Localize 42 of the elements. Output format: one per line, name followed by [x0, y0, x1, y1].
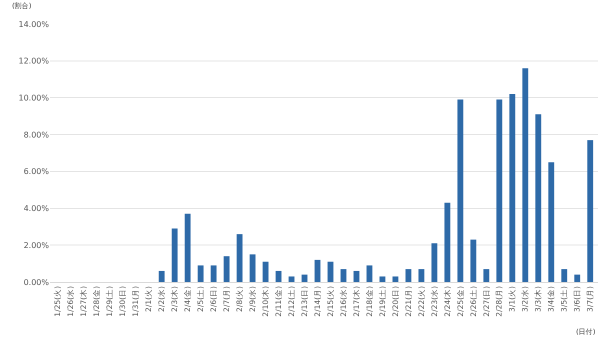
bar	[431, 243, 438, 282]
y-tick-label: 2.00%	[24, 240, 50, 250]
bar	[444, 202, 450, 282]
bar	[392, 276, 398, 282]
bar	[380, 276, 386, 282]
y-tick-label: 6.00%	[24, 167, 50, 176]
bar	[483, 269, 490, 282]
bar	[184, 214, 191, 282]
bar	[302, 274, 308, 282]
y-tick-label: 12.00%	[18, 56, 50, 66]
bar	[548, 162, 554, 282]
bar	[366, 265, 372, 282]
bar	[405, 269, 412, 282]
bar	[587, 140, 594, 282]
bar	[224, 256, 230, 282]
bar	[340, 269, 346, 282]
bar	[236, 234, 243, 282]
bar	[470, 240, 476, 282]
bar	[535, 114, 542, 282]
y-tick-label: 4.00%	[24, 204, 50, 214]
bar	[210, 265, 217, 282]
bar	[496, 100, 502, 282]
bar	[561, 269, 568, 282]
y-tick-label: 10.00%	[18, 94, 50, 103]
bar	[172, 228, 178, 282]
bar	[509, 94, 516, 282]
bar	[418, 269, 424, 282]
bar	[328, 262, 334, 282]
bar	[457, 100, 464, 282]
bar	[522, 68, 528, 282]
bar	[250, 254, 256, 282]
bar	[198, 265, 204, 282]
bar	[574, 274, 580, 282]
y-tick-label: 14.00%	[18, 20, 50, 29]
bar	[262, 262, 268, 282]
bar	[158, 270, 165, 282]
bar	[314, 260, 320, 282]
y-tick-label: 8.00%	[24, 130, 50, 140]
bar	[354, 270, 360, 282]
bar	[288, 276, 294, 282]
bar	[276, 270, 282, 282]
y-tick-label: 0.00%	[24, 278, 50, 287]
